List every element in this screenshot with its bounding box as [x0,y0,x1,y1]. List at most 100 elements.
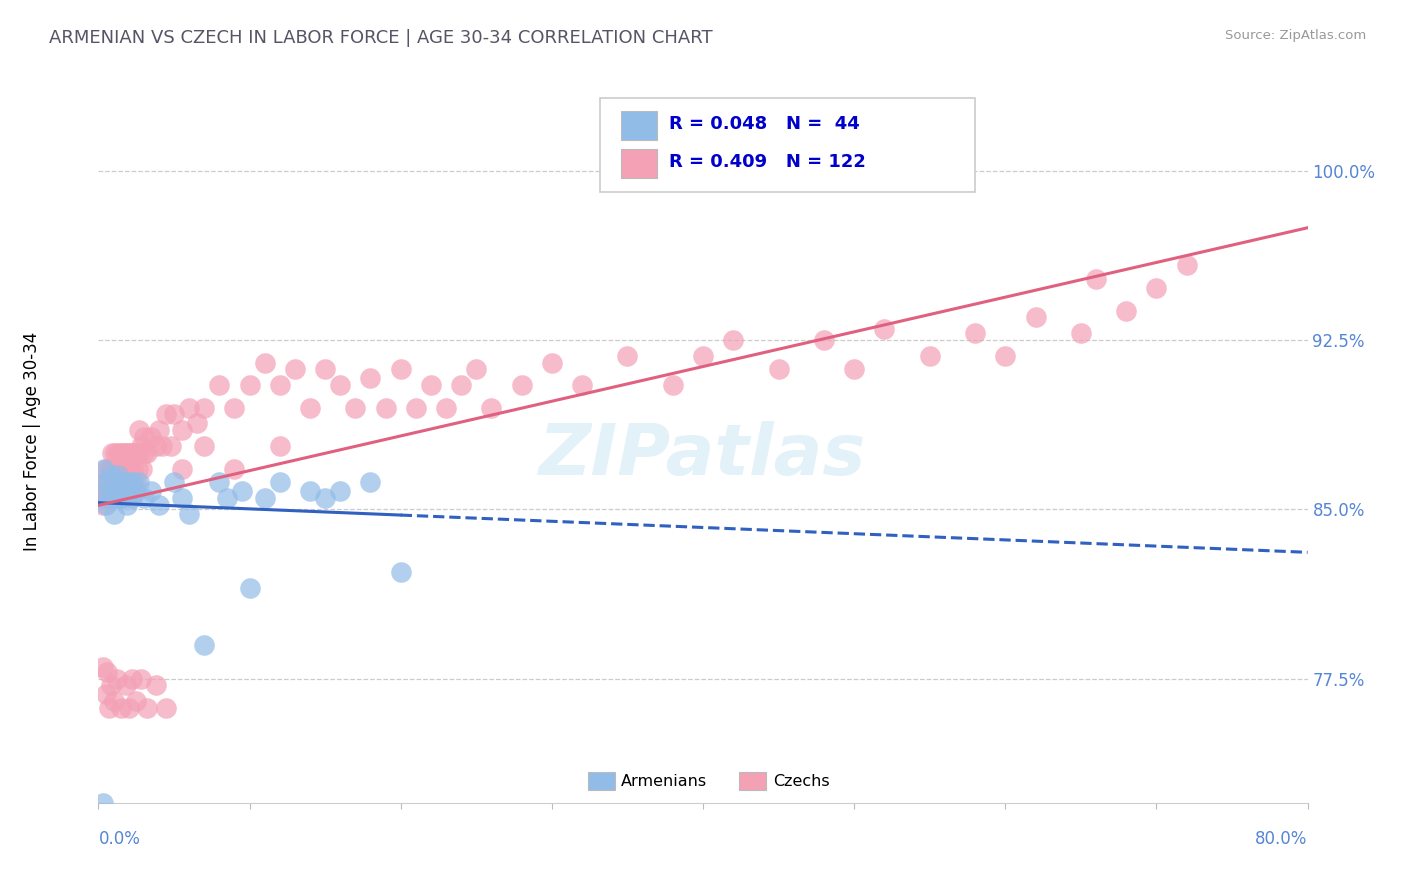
Point [299,484,322,499]
FancyBboxPatch shape [621,111,657,139]
Point [101,475,124,490]
Point [132,430,155,444]
Point [125,475,148,490]
Point [434,401,457,415]
Text: ZIPatlas: ZIPatlas [540,422,866,491]
Point [101,484,124,499]
Point [239,378,262,392]
Point [112,475,135,490]
Point [141,430,163,444]
Point [120,446,142,460]
Point [481,401,503,415]
Point [135,701,157,715]
Point [135,446,157,460]
Point [389,362,412,376]
Point [104,475,127,490]
Point [661,378,683,392]
Point [121,491,143,505]
Point [510,378,533,392]
Point [122,461,145,475]
Point [193,439,215,453]
Point [93,491,115,505]
Point [132,491,155,505]
Point [94,687,117,701]
Point [965,326,987,340]
Point [105,475,128,490]
Point [115,498,138,512]
Text: In Labor Force | Age 30-34: In Labor Force | Age 30-34 [22,332,41,551]
Point [179,401,201,415]
Point [128,423,150,437]
Point [94,461,117,475]
Point [110,475,132,490]
Point [115,446,138,460]
Point [98,461,121,475]
Point [91,498,114,512]
Point [284,362,307,376]
Point [170,423,193,437]
FancyBboxPatch shape [740,772,766,789]
Point [96,665,118,679]
Point [100,461,122,475]
Point [918,349,941,363]
Point [100,678,122,692]
Text: 0.0%: 0.0% [98,830,141,848]
Point [103,475,125,490]
Point [224,401,246,415]
Text: R = 0.409   N = 122: R = 0.409 N = 122 [669,153,866,171]
Point [100,484,122,499]
Point [299,401,322,415]
Point [111,446,134,460]
Point [141,484,163,499]
Point [101,446,124,460]
Point [145,678,167,692]
Point [118,701,141,715]
Point [91,484,114,499]
Point [768,362,790,376]
Point [132,446,155,460]
Text: 80.0%: 80.0% [1256,830,1308,848]
Point [114,678,136,692]
Point [96,475,118,490]
Point [105,484,128,499]
Point [253,491,276,505]
Point [107,468,129,483]
Point [540,355,562,369]
Point [160,439,183,453]
Point [224,461,246,475]
Point [360,371,382,385]
Point [114,446,136,460]
Point [994,349,1017,363]
Point [329,484,352,499]
Point [420,378,443,392]
Point [329,378,352,392]
Point [314,362,336,376]
Point [91,484,114,499]
Text: Source: ZipAtlas.com: Source: ZipAtlas.com [1226,29,1367,42]
Point [389,566,412,580]
Point [96,475,118,490]
Point [1115,303,1137,318]
Point [208,475,231,490]
Point [103,507,125,521]
Point [344,401,367,415]
Point [121,446,143,460]
Text: R = 0.048   N =  44: R = 0.048 N = 44 [669,115,860,133]
Point [616,349,638,363]
Point [105,672,128,686]
Point [107,475,129,490]
Text: ARMENIAN VS CZECH IN LABOR FORCE | AGE 30-34 CORRELATION CHART: ARMENIAN VS CZECH IN LABOR FORCE | AGE 3… [49,29,713,46]
Text: Armenians: Armenians [621,773,707,789]
Point [813,333,835,347]
Point [127,461,149,475]
Point [450,378,472,392]
Point [110,701,132,715]
Point [150,439,173,453]
Point [121,672,143,686]
Point [193,638,215,652]
Point [873,321,896,335]
Point [124,446,146,460]
Point [114,484,136,499]
Point [571,378,593,392]
Point [1144,281,1167,295]
